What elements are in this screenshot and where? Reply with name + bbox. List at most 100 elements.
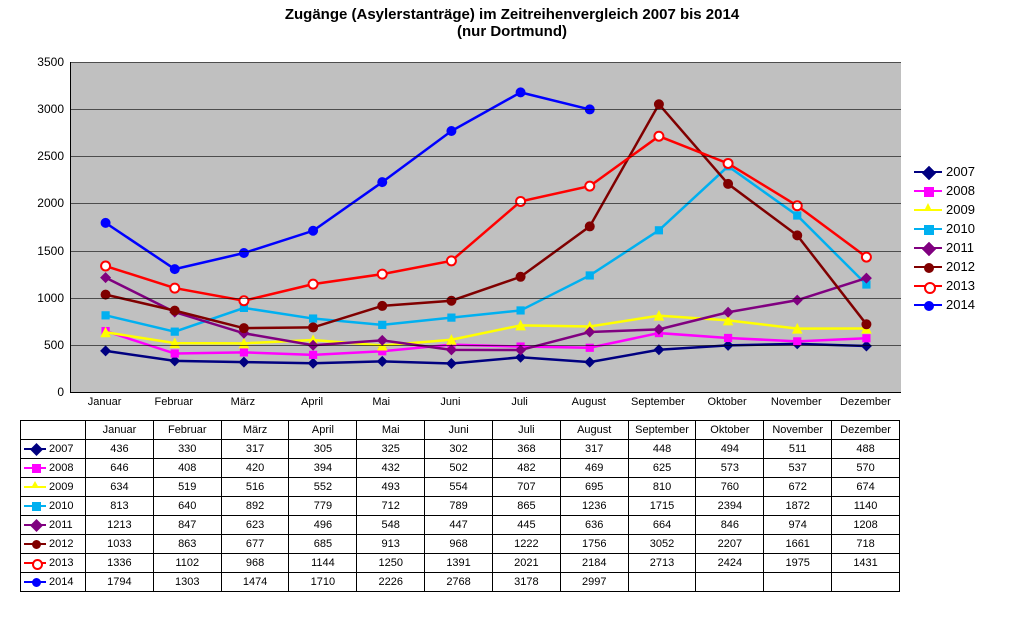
table-cell: 2713	[628, 554, 696, 573]
row-year-label: 2011	[49, 519, 73, 531]
series-marker-2013	[101, 262, 110, 271]
xtick-label: April	[301, 396, 323, 408]
gridline	[71, 251, 901, 252]
table-row: 2011121384762349654844744563666484697412…	[21, 516, 900, 535]
series-marker-2013	[447, 256, 456, 265]
gridline	[71, 156, 901, 157]
table-row: 201417941303147417102226276831782997	[21, 573, 900, 592]
table-cell: 573	[696, 459, 764, 478]
table-cell: 494	[696, 440, 764, 459]
series-marker-2012	[170, 306, 179, 315]
legend-label: 2009	[946, 202, 975, 217]
table-cell: 664	[628, 516, 696, 535]
table-cell: 1391	[425, 554, 493, 573]
row-swatch	[24, 543, 46, 545]
x-axis: JanuarFebruarMärzAprilMaiJuniJuliAugustS…	[70, 396, 900, 416]
legend-item-2010: 2010	[914, 221, 1014, 236]
table-cell: 394	[289, 459, 357, 478]
table-cell: 813	[86, 497, 154, 516]
table-cell: 968	[425, 535, 493, 554]
series-marker-2011	[723, 307, 733, 317]
table-cell: 519	[153, 478, 221, 497]
table-cell: 625	[628, 459, 696, 478]
series-marker-2008	[240, 349, 247, 356]
table-cell: 1102	[153, 554, 221, 573]
series-marker-2013	[654, 132, 663, 141]
table-cell: 712	[357, 497, 425, 516]
table-cell: 330	[153, 440, 221, 459]
xtick-label: Februar	[154, 396, 193, 408]
series-marker-2010	[655, 227, 662, 234]
table-cell: 448	[628, 440, 696, 459]
series-marker-2007	[654, 345, 664, 355]
table-cell: 432	[357, 459, 425, 478]
legend-swatch	[914, 228, 942, 230]
table-cell: 1661	[764, 535, 832, 554]
series-marker-2007	[585, 357, 595, 367]
series-marker-2014	[309, 226, 318, 235]
gridline	[71, 62, 901, 63]
table-cell: 1140	[832, 497, 900, 516]
table-cell	[764, 573, 832, 592]
table-cell: 1250	[357, 554, 425, 573]
legend-item-2008: 2008	[914, 183, 1014, 198]
table-row: 2010813640892779712789865123617152394187…	[21, 497, 900, 516]
title-line1: Zugänge (Asylerstanträge) im Zeitreihenv…	[0, 6, 1024, 23]
ytick-label: 2500	[37, 149, 64, 163]
table-cell: 317	[560, 440, 628, 459]
table-col-header: Oktober	[696, 421, 764, 440]
xtick-label: Mai	[372, 396, 390, 408]
legend-label: 2007	[946, 164, 975, 179]
table-cell	[696, 573, 764, 592]
series-marker-2010	[309, 315, 316, 322]
table-cell: 305	[289, 440, 357, 459]
series-marker-2010	[171, 328, 178, 335]
table-cell: 511	[764, 440, 832, 459]
table-cell: 2424	[696, 554, 764, 573]
xtick-label: Juli	[511, 396, 528, 408]
table-col-header: Juni	[425, 421, 493, 440]
legend-swatch	[914, 171, 942, 173]
table-cell: 2997	[560, 573, 628, 592]
row-year-label: 2010	[49, 500, 73, 512]
series-marker-2012	[654, 100, 663, 109]
series-marker-2010	[586, 272, 593, 279]
table-cell: 1208	[832, 516, 900, 535]
legend-label: 2008	[946, 183, 975, 198]
table-cell: 325	[357, 440, 425, 459]
table-col-header: Dezember	[832, 421, 900, 440]
row-year-label: 2009	[49, 481, 73, 493]
table-cell: 2226	[357, 573, 425, 592]
legend-item-2007: 2007	[914, 164, 1014, 179]
table-cell: 1236	[560, 497, 628, 516]
series-marker-2007	[447, 359, 457, 369]
series-marker-2013	[170, 284, 179, 293]
table-cell: 634	[86, 478, 154, 497]
chart-area: 0500100015002000250030003500 JanuarFebru…	[20, 62, 900, 416]
series-marker-2012	[378, 301, 387, 310]
table-row: 2007436330317305325302368317448494511488	[21, 440, 900, 459]
table-row: 2009634519516552493554707695810760672674	[21, 478, 900, 497]
table-cell: 846	[696, 516, 764, 535]
table-cell: 892	[221, 497, 289, 516]
table-cell: 1303	[153, 573, 221, 592]
series-marker-2008	[309, 351, 316, 358]
table-cell: 302	[425, 440, 493, 459]
table-col-header: Juli	[492, 421, 560, 440]
table-cell: 1975	[764, 554, 832, 573]
series-marker-2014	[516, 88, 525, 97]
table-cell: 420	[221, 459, 289, 478]
table-col-header: März	[221, 421, 289, 440]
table-cell: 368	[492, 440, 560, 459]
legend-swatch	[914, 304, 942, 306]
row-year-label: 2012	[49, 538, 73, 550]
series-marker-2010	[448, 314, 455, 321]
row-swatch	[24, 524, 46, 526]
series-marker-2012	[862, 320, 871, 329]
table-cell: 760	[696, 478, 764, 497]
table-cell: 646	[86, 459, 154, 478]
series-marker-2007	[377, 357, 387, 367]
table-cell: 445	[492, 516, 560, 535]
gridline	[71, 203, 901, 204]
table-cell: 623	[221, 516, 289, 535]
